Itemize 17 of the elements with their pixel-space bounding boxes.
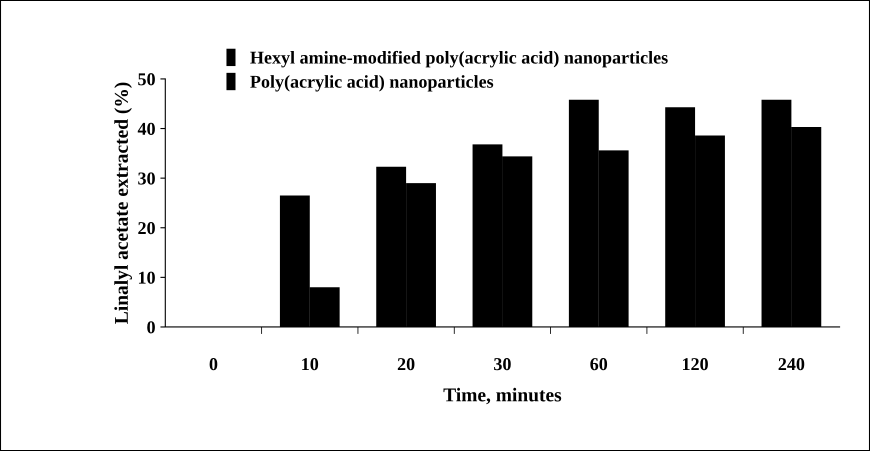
y-tick-label: 50	[138, 73, 155, 86]
x-tick-label: 60	[590, 358, 608, 370]
y-tick-label: 0	[147, 321, 155, 334]
x-tick-label: 120	[682, 358, 708, 370]
y-tick-label: 10	[138, 272, 155, 284]
x-tick-label: 30	[494, 358, 511, 370]
y-tick-label: 40	[138, 122, 155, 135]
y-axis-title: Linalyl acetate extracted (%)	[114, 82, 132, 324]
x-tick-label: 10	[302, 358, 318, 370]
legend-label: Poly(acrylic acid) nanoparticles	[250, 75, 494, 92]
x-tick-label: 0	[210, 358, 218, 370]
y-tick-label: 30	[138, 172, 155, 185]
x-tick-label: 240	[778, 358, 804, 370]
x-tick-label: 20	[398, 358, 414, 370]
x-axis-title: Time, minutes	[443, 388, 562, 404]
legend-label: Hexyl amine-modified poly(acrylic acid) nanoparticles	[250, 50, 668, 68]
y-tick-label: 20	[138, 222, 155, 234]
